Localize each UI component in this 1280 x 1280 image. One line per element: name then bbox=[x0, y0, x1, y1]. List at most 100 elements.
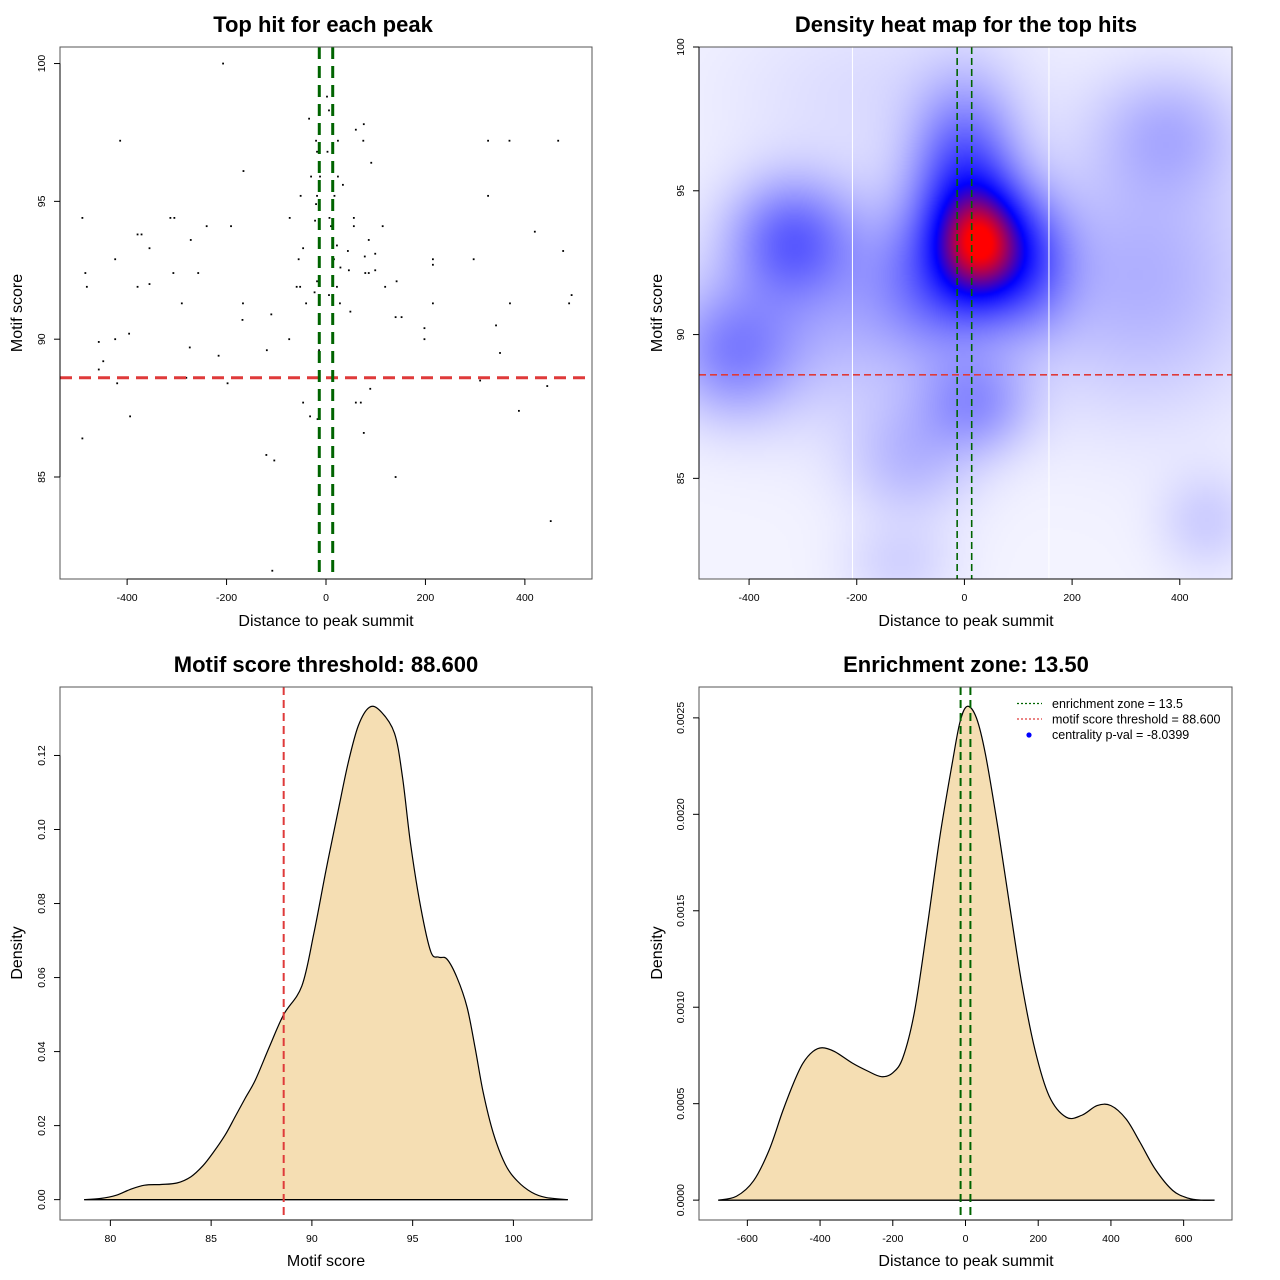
scatter-point bbox=[297, 258, 300, 261]
distance-density-x-tick-label: 400 bbox=[1102, 1233, 1120, 1245]
scatter-point bbox=[169, 217, 172, 219]
distance-density-panel: Enrichment zone: 13.50 -600 -400 -200 0 200 4… bbox=[649, 652, 1233, 1270]
score-density-y-tick-label: 0.00 bbox=[36, 1189, 48, 1210]
distance-density-x-tick-label: -200 bbox=[882, 1233, 903, 1245]
scatter-point bbox=[557, 139, 560, 142]
scatter-point bbox=[230, 225, 232, 228]
scatter-point bbox=[384, 285, 387, 288]
heatmap-reference-lines bbox=[699, 47, 1232, 579]
score-density-y-tick-label: 0.06 bbox=[36, 967, 48, 988]
scatter-point bbox=[509, 302, 511, 305]
score-density-y-tick-label: 0.10 bbox=[36, 819, 48, 840]
scatter-point bbox=[242, 170, 245, 172]
score-density-y-tick-label: 0.04 bbox=[36, 1041, 48, 1062]
scatter-title: Top hit for each peak bbox=[213, 12, 433, 37]
scatter-panel: Top hit for each peak -400 -200 0 200 400 85… bbox=[9, 12, 593, 630]
scatter-point bbox=[369, 387, 372, 390]
scatter-point bbox=[136, 233, 139, 236]
scatter-point bbox=[315, 203, 317, 206]
heatmap-x-tick-label: 400 bbox=[1171, 592, 1189, 604]
scatter-x-tick-label: -400 bbox=[117, 592, 138, 604]
heatmap-y-axis: 85 90 95 100 bbox=[675, 38, 700, 484]
scatter-point bbox=[364, 272, 367, 274]
distance-density-y-tick-label: 0.0025 bbox=[675, 702, 687, 734]
scatter-point bbox=[180, 302, 183, 305]
score-density-y-axis: 0.00 0.02 0.04 0.06 0.08 0.10 0.12 bbox=[36, 745, 61, 1210]
scatter-point bbox=[189, 239, 192, 241]
heatmap-x-tick-label: 0 bbox=[962, 592, 968, 604]
scatter-point bbox=[81, 217, 84, 219]
scatter-point bbox=[499, 352, 501, 354]
scatter-point bbox=[549, 520, 552, 523]
score-density-x-label: Motif score bbox=[287, 1253, 365, 1270]
scatter-point bbox=[374, 269, 377, 272]
scatter-point bbox=[81, 437, 84, 440]
scatter-point bbox=[114, 338, 117, 341]
distance-density-y-tick-label: 0.0020 bbox=[675, 798, 687, 830]
distance-density-y-axis: 0.0000 0.0005 0.0010 0.0015 0.0020 0.0025 bbox=[675, 702, 700, 1216]
scatter-point bbox=[316, 418, 319, 421]
scatter-point bbox=[295, 285, 298, 288]
scatter-point bbox=[299, 194, 302, 197]
heatmap-density-image bbox=[699, 47, 1232, 579]
scatter-point bbox=[128, 332, 131, 335]
scatter-point bbox=[302, 247, 305, 250]
scatter-x-tick-label: 200 bbox=[417, 592, 435, 604]
scatter-point bbox=[316, 194, 318, 197]
score-density-y-label: Density bbox=[9, 926, 26, 979]
distance-density-area bbox=[718, 705, 1215, 1201]
score-density-area bbox=[84, 705, 568, 1201]
scatter-point bbox=[188, 346, 191, 349]
distance-density-x-label: Distance to peak summit bbox=[878, 1253, 1054, 1270]
scatter-x-tick-label: -200 bbox=[216, 592, 237, 604]
scatter-point bbox=[326, 95, 328, 98]
scatter-point bbox=[518, 409, 520, 412]
scatter-point bbox=[314, 219, 316, 222]
scatter-point bbox=[173, 217, 176, 219]
heatmap-title: Density heat map for the top hits bbox=[795, 12, 1137, 37]
scatter-point bbox=[241, 318, 244, 321]
scatter-point bbox=[97, 368, 100, 371]
heatmap-y-tick-label: 85 bbox=[675, 472, 687, 484]
scatter-x-tick-label: 0 bbox=[323, 592, 329, 604]
scatter-point bbox=[362, 139, 365, 142]
legend-swatch-centrality-point bbox=[1026, 732, 1032, 738]
scatter-point bbox=[337, 175, 339, 178]
scatter-point bbox=[568, 302, 571, 305]
score-density-y-tick-label: 0.08 bbox=[36, 893, 48, 914]
score-density-panel: Motif score threshold: 88.600 80 85 90 95 10… bbox=[9, 652, 593, 1270]
scatter-point bbox=[546, 385, 549, 387]
scatter-y-tick-label: 95 bbox=[36, 195, 48, 207]
scatter-point bbox=[242, 302, 244, 305]
legend-label-centrality: centrality p-val = -8.0399 bbox=[1052, 728, 1189, 742]
scatter-point bbox=[495, 324, 497, 327]
scatter-point bbox=[288, 338, 291, 341]
scatter-point bbox=[370, 161, 373, 164]
scatter-point bbox=[302, 401, 305, 404]
enrichment-zone-lines bbox=[959, 687, 972, 1220]
distance-density-x-tick-label: 0 bbox=[963, 1233, 969, 1245]
score-density-title: Motif score threshold: 88.600 bbox=[174, 652, 478, 677]
scatter-point bbox=[313, 291, 316, 294]
scatter-point bbox=[328, 294, 330, 296]
scatter-point bbox=[222, 62, 224, 65]
scatter-point bbox=[136, 285, 139, 288]
scatter-point bbox=[326, 150, 329, 153]
scatter-point bbox=[487, 194, 489, 197]
scatter-point bbox=[487, 139, 489, 142]
scatter-point bbox=[148, 283, 151, 285]
scatter-plot-frame bbox=[59, 46, 593, 580]
heatmap-x-label: Distance to peak summit bbox=[878, 613, 1054, 630]
scatter-point bbox=[185, 376, 188, 379]
scatter-point bbox=[367, 239, 370, 241]
scatter-point bbox=[354, 401, 357, 404]
scatter-point bbox=[333, 194, 336, 197]
score-density-x-tick-label: 90 bbox=[306, 1233, 318, 1245]
heatmap-y-tick-label: 95 bbox=[675, 185, 687, 197]
score-density-x-tick-label: 95 bbox=[407, 1233, 419, 1245]
scatter-point bbox=[337, 139, 339, 142]
scatter-reference-lines bbox=[60, 47, 592, 579]
legend-label-motif-threshold: motif score threshold = 88.600 bbox=[1052, 713, 1221, 727]
scatter-point bbox=[308, 117, 310, 120]
